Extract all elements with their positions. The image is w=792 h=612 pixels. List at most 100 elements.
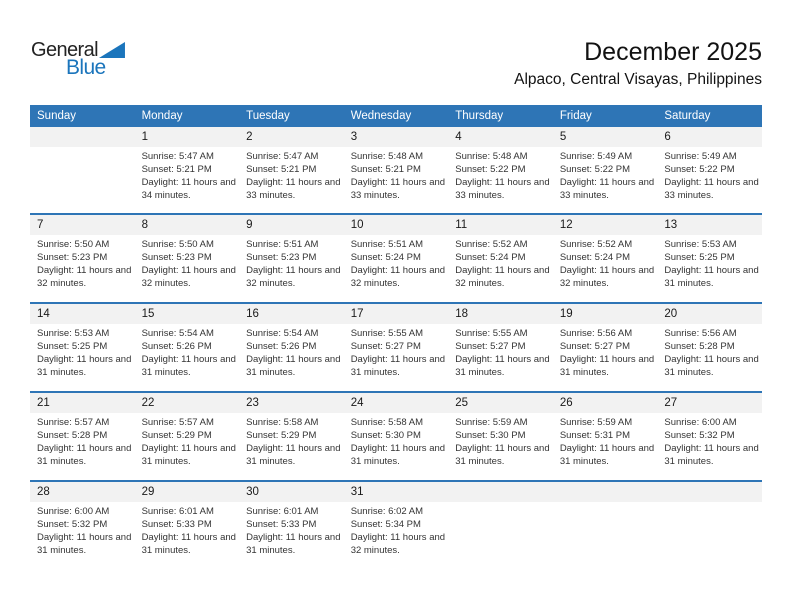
- day-details: Sunrise: 5:49 AM Sunset: 5:22 PM Daylight:…: [657, 147, 762, 202]
- sunrise-text: Sunrise: 5:51 AM: [246, 239, 319, 250]
- day-details: Sunrise: 5:48 AM Sunset: 5:21 PM Daylight:…: [344, 147, 449, 202]
- day-cell: 24 Sunrise: 5:58 AM Sunset: 5:30 PM Dayligh…: [343, 393, 449, 480]
- brand-logo-blue-text: Blue: [66, 56, 106, 79]
- day-details: Sunrise: 5:57 AM Sunset: 5:29 PM Daylight:…: [135, 413, 240, 468]
- day-details: Sunrise: 5:50 AM Sunset: 5:23 PM Daylight:…: [30, 235, 135, 290]
- sunrise-text: Sunrise: 5:49 AM: [559, 151, 633, 162]
- sunset-text: Sunset: 5:31 PM: [559, 430, 631, 441]
- daylight-text: Daylight: 11 hours and 31 minutes.: [37, 354, 132, 378]
- sunset-text: Sunset: 5:23 PM: [37, 252, 108, 263]
- day-details: Sunrise: 6:02 AM Sunset: 5:34 PM Daylight:…: [344, 502, 449, 557]
- sunset-text: Sunset: 5:21 PM: [141, 164, 212, 175]
- date-number: [657, 482, 762, 502]
- daylight-text: Daylight: 11 hours and 31 minutes.: [664, 265, 759, 289]
- day-details: Sunrise: 5:53 AM Sunset: 5:25 PM Daylight:…: [30, 324, 135, 379]
- date-number: 26: [552, 393, 658, 413]
- weekday-header-wednesday: Wednesday: [350, 110, 412, 122]
- day-cell: 3 Sunrise: 5:48 AM Sunset: 5:21 PM Daylight…: [343, 127, 449, 213]
- date-number: 3: [343, 127, 449, 147]
- date-number: 22: [134, 393, 240, 413]
- sunrise-text: Sunrise: 5:55 AM: [455, 328, 528, 339]
- day-cell: 31 Sunrise: 6:02 AM Sunset: 5:34 PM Dayligh…: [343, 482, 449, 569]
- weekday-header-monday: Monday: [141, 110, 183, 122]
- day-cell: 5 Sunrise: 5:49 AM Sunset: 5:22 PM Daylight…: [552, 127, 658, 213]
- daylight-text: Daylight: 11 hours and 31 minutes.: [350, 354, 446, 378]
- date-number: 6: [657, 127, 762, 147]
- daylight-text: Daylight: 11 hours and 31 minutes.: [559, 354, 655, 378]
- day-cell: 2 Sunrise: 5:47 AM Sunset: 5:21 PM Daylight…: [239, 127, 344, 213]
- day-cell: 29 Sunrise: 6:01 AM Sunset: 5:33 PM Dayligh…: [134, 482, 240, 569]
- date-number: 24: [343, 393, 449, 413]
- day-details: Sunrise: 5:47 AM Sunset: 5:21 PM Daylight:…: [135, 147, 240, 202]
- week-row: 1 Sunrise: 5:47 AM Sunset: 5:21 PM Daylight…: [30, 127, 762, 213]
- day-cell: 9 Sunrise: 5:51 AM Sunset: 5:23 PM Daylight…: [239, 215, 344, 302]
- sunset-text: Sunset: 5:27 PM: [559, 341, 631, 352]
- sunrise-text: Sunrise: 5:53 AM: [37, 328, 110, 339]
- brand-logo-triangle-icon: [98, 42, 125, 58]
- daylight-text: Daylight: 11 hours and 31 minutes.: [37, 443, 132, 467]
- daylight-text: Daylight: 11 hours and 31 minutes.: [246, 354, 341, 378]
- daylight-text: Daylight: 11 hours and 33 minutes.: [455, 177, 550, 201]
- day-cell: 6 Sunrise: 5:49 AM Sunset: 5:22 PM Daylight…: [657, 127, 762, 213]
- sunrise-text: Sunrise: 5:53 AM: [664, 239, 737, 250]
- sunrise-text: Sunrise: 5:50 AM: [37, 239, 110, 250]
- day-details: Sunrise: 5:56 AM Sunset: 5:27 PM Daylight:…: [553, 324, 658, 379]
- day-cell: 10 Sunrise: 5:51 AM Sunset: 5:24 PM Dayligh…: [343, 215, 449, 302]
- date-number: [30, 127, 135, 147]
- date-number: 1: [134, 127, 240, 147]
- sunset-text: Sunset: 5:23 PM: [141, 252, 212, 263]
- sunrise-text: Sunrise: 5:51 AM: [350, 239, 424, 250]
- sunrise-text: Sunrise: 5:54 AM: [141, 328, 214, 339]
- sunrise-text: Sunrise: 5:47 AM: [246, 151, 319, 162]
- day-details: Sunrise: 5:49 AM Sunset: 5:22 PM Daylight:…: [553, 147, 658, 202]
- date-number: 13: [657, 215, 762, 235]
- day-cell: 12 Sunrise: 5:52 AM Sunset: 5:24 PM Dayligh…: [552, 215, 658, 302]
- brand-logo-general-text: General: [31, 39, 99, 61]
- date-number: 23: [239, 393, 344, 413]
- sunset-text: Sunset: 5:28 PM: [37, 430, 108, 441]
- day-details: Sunrise: 5:51 AM Sunset: 5:23 PM Daylight:…: [239, 235, 344, 290]
- day-details: Sunrise: 5:57 AM Sunset: 5:28 PM Daylight:…: [30, 413, 135, 468]
- week-row: 7 Sunrise: 5:50 AM Sunset: 5:23 PM Daylight…: [30, 213, 762, 302]
- date-number: 27: [657, 393, 762, 413]
- daylight-text: Daylight: 11 hours and 34 minutes.: [141, 177, 236, 201]
- sunset-text: Sunset: 5:24 PM: [559, 252, 631, 263]
- day-details: Sunrise: 5:59 AM Sunset: 5:31 PM Daylight:…: [553, 413, 658, 468]
- sunset-text: Sunset: 5:29 PM: [246, 430, 317, 441]
- day-cell: 25 Sunrise: 5:59 AM Sunset: 5:30 PM Dayligh…: [448, 393, 553, 480]
- sunrise-text: Sunrise: 5:52 AM: [559, 239, 633, 250]
- daylight-text: Daylight: 11 hours and 32 minutes.: [559, 265, 655, 289]
- date-number: 9: [239, 215, 344, 235]
- sunset-text: Sunset: 5:21 PM: [246, 164, 317, 175]
- date-number: 2: [239, 127, 344, 147]
- daylight-text: Daylight: 11 hours and 32 minutes.: [141, 265, 236, 289]
- sunset-text: Sunset: 5:21 PM: [350, 164, 421, 175]
- sunset-text: Sunset: 5:32 PM: [37, 519, 108, 530]
- sunrise-text: Sunrise: 5:50 AM: [141, 239, 214, 250]
- daylight-text: Daylight: 11 hours and 33 minutes.: [350, 177, 446, 201]
- sunrise-text: Sunrise: 5:58 AM: [350, 417, 424, 428]
- day-cell: 23 Sunrise: 5:58 AM Sunset: 5:29 PM Dayligh…: [239, 393, 344, 480]
- daylight-text: Daylight: 11 hours and 31 minutes.: [559, 443, 655, 467]
- sunrise-text: Sunrise: 5:59 AM: [559, 417, 633, 428]
- week-row: 21 Sunrise: 5:57 AM Sunset: 5:28 PM Dayligh…: [30, 391, 762, 480]
- day-cell: 26 Sunrise: 5:59 AM Sunset: 5:31 PM Dayligh…: [552, 393, 658, 480]
- day-cell-empty: [657, 482, 762, 569]
- sunrise-text: Sunrise: 5:58 AM: [246, 417, 319, 428]
- daylight-text: Daylight: 11 hours and 31 minutes.: [664, 443, 759, 467]
- sunrise-text: Sunrise: 5:56 AM: [559, 328, 633, 339]
- date-number: 30: [239, 482, 344, 502]
- day-cell: 1 Sunrise: 5:47 AM Sunset: 5:21 PM Daylight…: [134, 127, 240, 213]
- daylight-text: Daylight: 11 hours and 33 minutes.: [559, 177, 655, 201]
- page-title: December 2025: [584, 38, 762, 66]
- day-cell-empty: [552, 482, 658, 569]
- week-row: 14 Sunrise: 5:53 AM Sunset: 5:25 PM Dayligh…: [30, 302, 762, 391]
- day-cell: 17 Sunrise: 5:55 AM Sunset: 5:27 PM Dayligh…: [343, 304, 449, 391]
- day-details: Sunrise: 5:55 AM Sunset: 5:27 PM Daylight:…: [344, 324, 449, 379]
- sunset-text: Sunset: 5:30 PM: [455, 430, 526, 441]
- sunset-text: Sunset: 5:29 PM: [141, 430, 212, 441]
- weekday-header-tuesday: Tuesday: [246, 110, 290, 122]
- day-cell: 20 Sunrise: 5:56 AM Sunset: 5:28 PM Dayligh…: [657, 304, 762, 391]
- date-number: 21: [30, 393, 135, 413]
- sunset-text: Sunset: 5:25 PM: [664, 252, 735, 263]
